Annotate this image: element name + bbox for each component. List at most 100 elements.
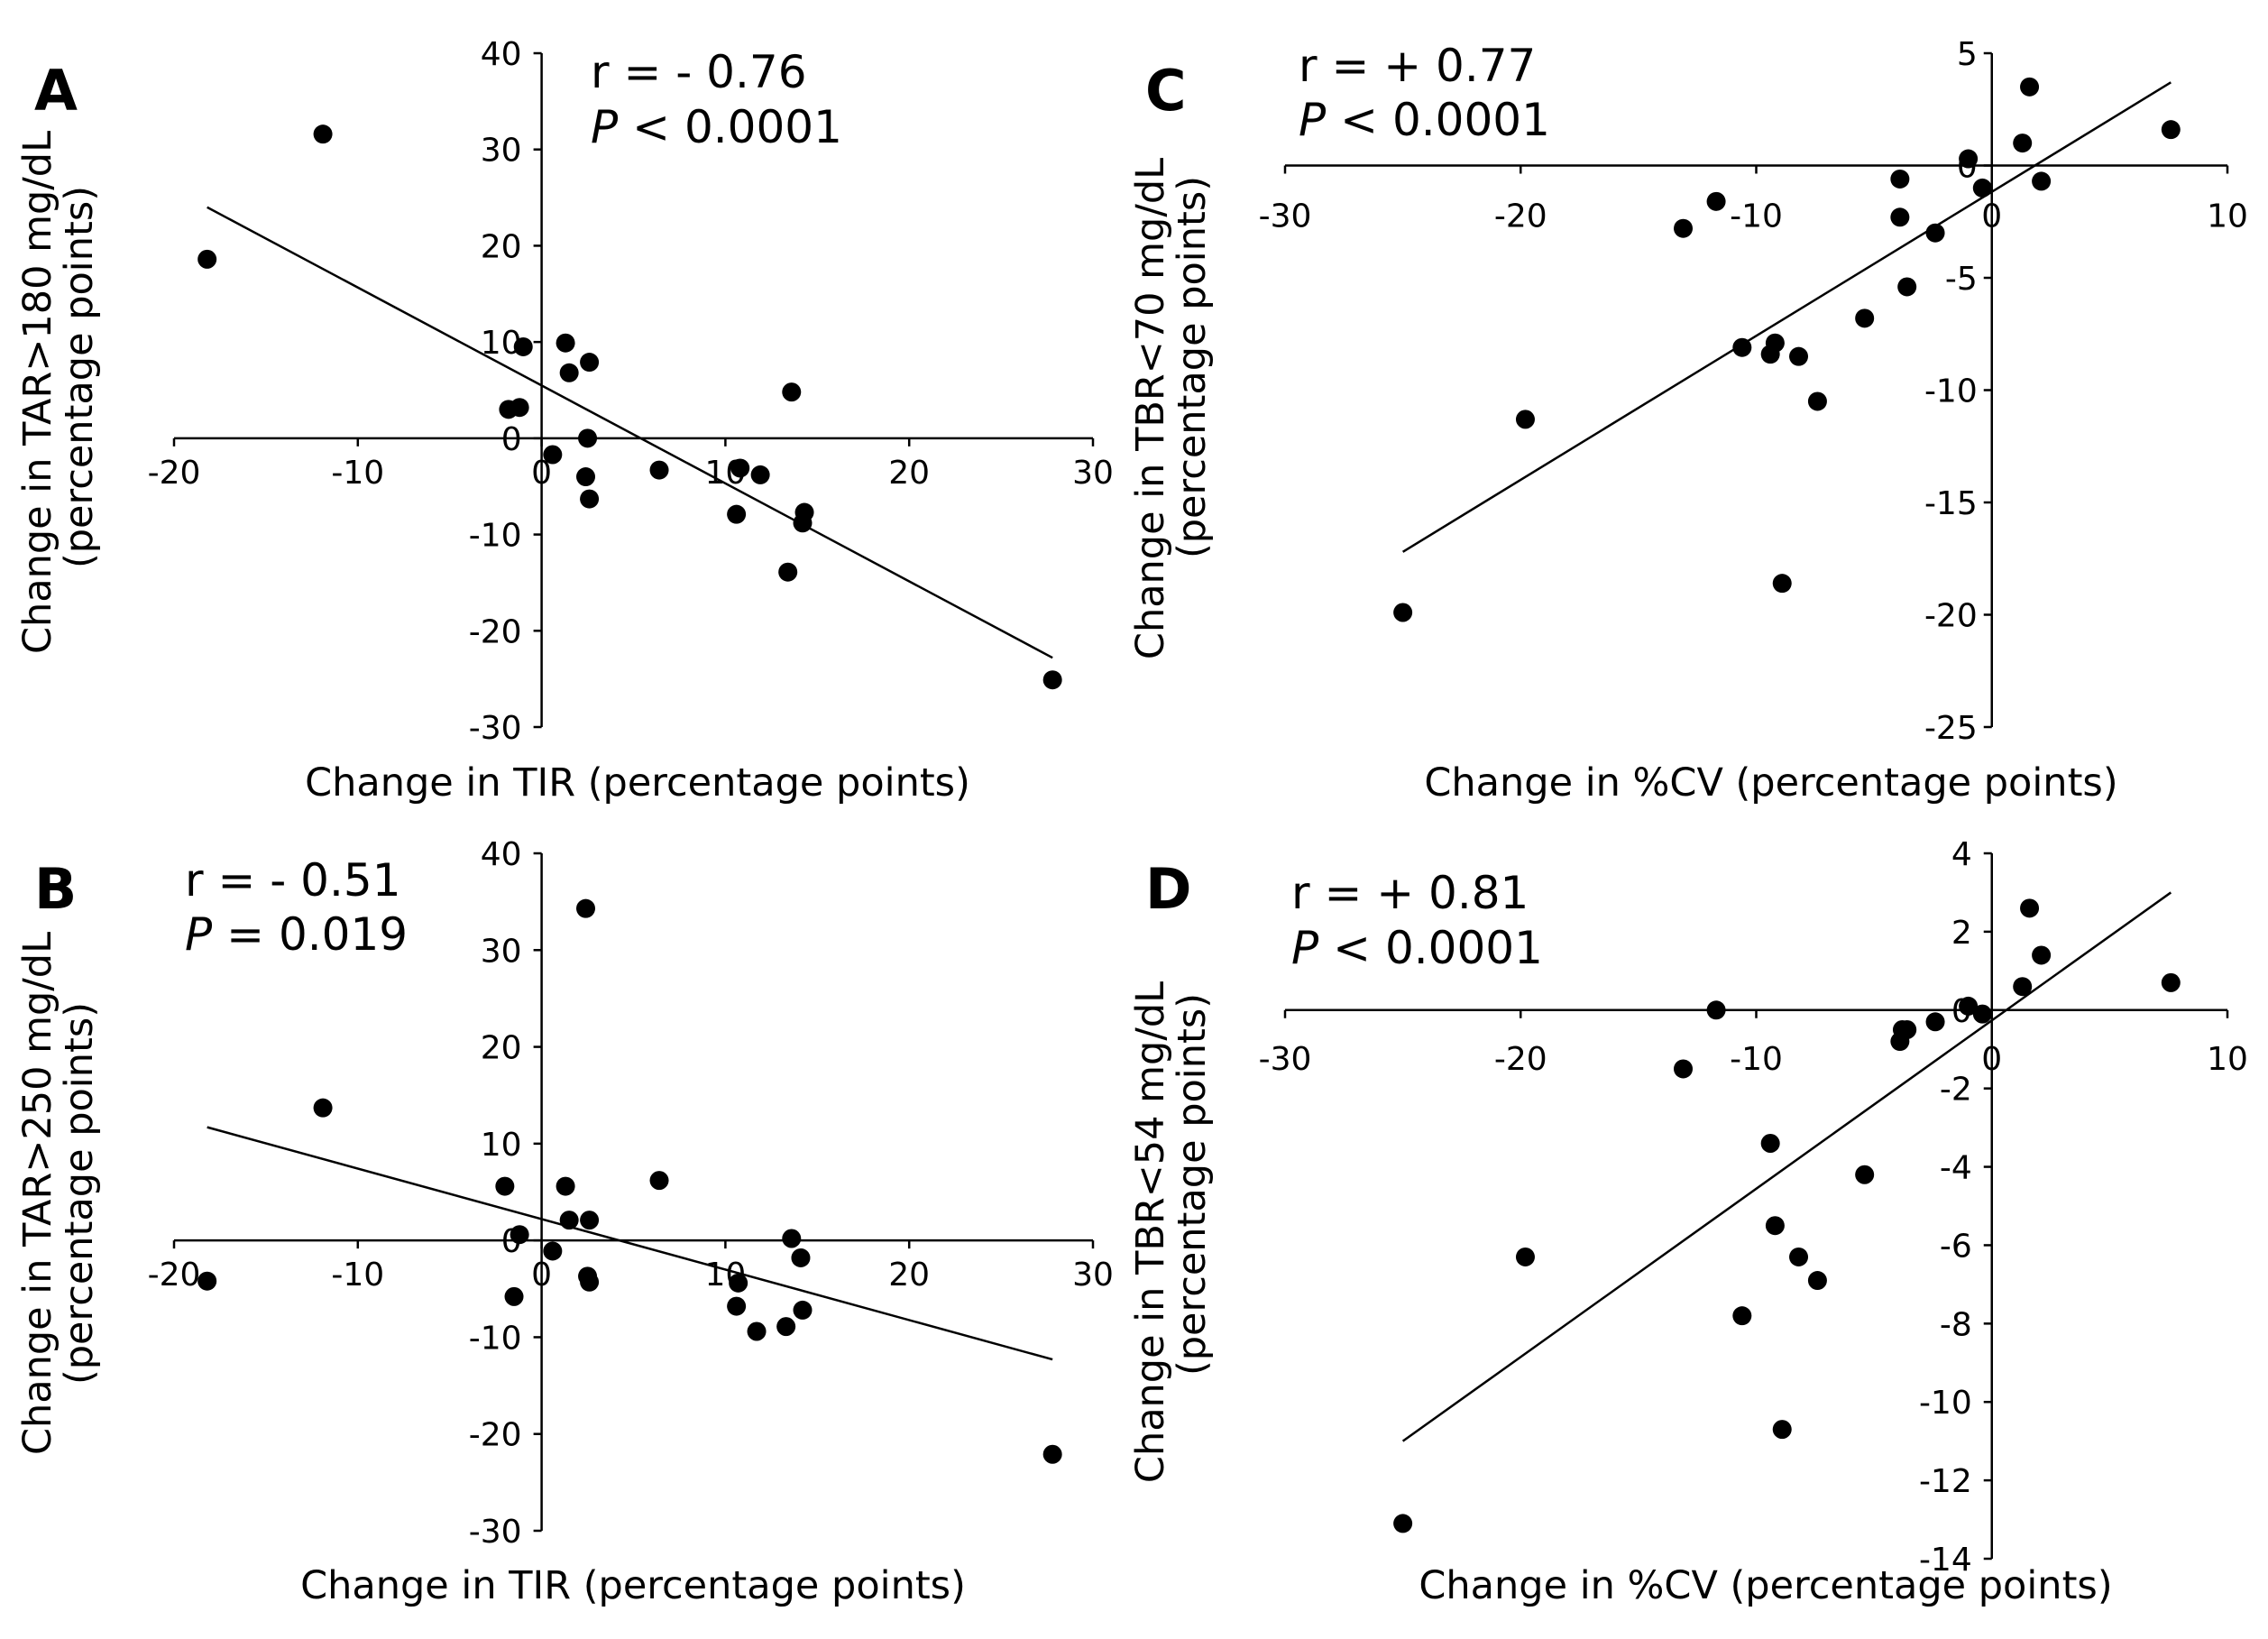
y-axis-title: Change in TBR<70 mg/dL xyxy=(1128,158,1173,659)
panel-letter: B xyxy=(34,856,77,922)
data-point xyxy=(495,1176,515,1196)
y-tick-label: 40 xyxy=(481,836,522,873)
data-point xyxy=(776,1317,796,1337)
data-point xyxy=(556,1176,575,1196)
data-point xyxy=(1732,337,1752,357)
data-point xyxy=(782,382,802,402)
y-axis-title: Change in TAR>250 mg/dL xyxy=(15,932,60,1455)
x-tick-label: -20 xyxy=(148,455,201,492)
data-point xyxy=(2161,972,2181,992)
correlation-r: r = - 0.76 xyxy=(591,46,807,98)
data-point xyxy=(1772,574,1792,594)
data-point xyxy=(1890,207,1910,227)
data-point xyxy=(2032,945,2052,965)
data-point xyxy=(1765,1216,1785,1236)
data-point xyxy=(197,1271,217,1291)
data-point xyxy=(578,428,598,448)
p-value: P < 0.0001 xyxy=(1299,94,1550,146)
data-point xyxy=(649,460,669,480)
data-point xyxy=(1674,1059,1694,1079)
y-tick-label: 2 xyxy=(1951,915,1972,952)
data-point xyxy=(576,467,596,487)
y-tick-label: -10 xyxy=(1924,373,1978,410)
y-axis-title: Change in TAR>180 mg/dL xyxy=(15,131,60,654)
data-point xyxy=(1515,410,1535,429)
data-point xyxy=(1706,191,1726,211)
y-tick-label: -20 xyxy=(469,613,522,650)
x-tick-label: 0 xyxy=(1981,198,2002,235)
data-point xyxy=(1807,1271,1827,1291)
data-point xyxy=(580,353,600,373)
y-tick-label: -2 xyxy=(1940,1072,1972,1109)
y-tick-label: -30 xyxy=(469,1514,522,1551)
regression-line xyxy=(1401,891,2172,1442)
data-point xyxy=(580,1211,600,1230)
data-point xyxy=(556,333,575,353)
data-point xyxy=(1042,1444,1062,1464)
x-tick-label: -20 xyxy=(148,1257,201,1294)
data-point xyxy=(197,249,217,269)
data-point xyxy=(791,1248,811,1267)
data-point xyxy=(2020,898,2040,918)
y-tick-label: -10 xyxy=(469,1320,522,1357)
data-point xyxy=(504,1286,524,1306)
data-point xyxy=(2013,134,2033,153)
data-point xyxy=(649,1171,669,1191)
x-axis-title: Change in %CV (percentage points) xyxy=(1424,760,2117,806)
y-tick-label: -5 xyxy=(1945,261,1978,298)
correlation-r: r = + 0.81 xyxy=(1291,867,1529,919)
data-point xyxy=(543,1241,563,1261)
p-value-text: = 0.019 xyxy=(226,908,408,961)
panel-letter: D xyxy=(1145,856,1191,922)
data-point xyxy=(1807,391,1827,411)
data-point xyxy=(1760,1133,1780,1153)
y-tick-label: 5 xyxy=(1957,36,1978,73)
p-value: P < 0.0001 xyxy=(1291,922,1543,974)
x-tick-label: 10 xyxy=(2207,198,2248,235)
x-tick-label: 30 xyxy=(1072,1257,1114,1294)
data-point xyxy=(1732,1306,1752,1326)
y-tick-label: -10 xyxy=(1919,1385,1972,1422)
y-tick-label: -25 xyxy=(1924,710,1978,747)
p-value-letter: P xyxy=(1299,94,1327,146)
data-point xyxy=(1897,277,1917,297)
x-axis-title: Change in TIR (percentage points) xyxy=(300,1563,966,1608)
data-point xyxy=(580,489,600,509)
y-axis-subtitle: (percentage points) xyxy=(57,1002,102,1385)
x-axis-title: Change in TIR (percentage points) xyxy=(305,760,970,806)
x-axis-title: Change in %CV (percentage points) xyxy=(1419,1563,2112,1608)
y-axis-subtitle: (percentage points) xyxy=(57,186,102,568)
x-tick-label: -10 xyxy=(331,1257,384,1294)
data-point xyxy=(778,562,798,582)
x-tick-label: 0 xyxy=(1981,1041,2002,1078)
y-tick-label: 30 xyxy=(481,133,522,170)
regression-line xyxy=(207,206,1053,659)
data-point xyxy=(1855,1165,1875,1184)
data-point xyxy=(730,458,750,478)
x-tick-label: 10 xyxy=(2207,1041,2248,1078)
data-point xyxy=(750,465,770,484)
data-point xyxy=(1765,333,1785,353)
y-tick-label: 40 xyxy=(481,36,522,73)
data-point xyxy=(1515,1247,1535,1266)
data-point xyxy=(727,1296,747,1316)
data-point xyxy=(1890,169,1910,189)
data-point xyxy=(793,513,813,533)
data-point xyxy=(2032,171,2052,191)
x-tick-label: 30 xyxy=(1072,455,1114,492)
y-tick-label: -14 xyxy=(1919,1542,1972,1579)
data-point xyxy=(1972,1004,1992,1024)
data-point xyxy=(1925,223,1945,243)
p-value-letter: P xyxy=(185,908,213,961)
p-value-text: < 0.0001 xyxy=(632,101,842,153)
p-value-letter: P xyxy=(1291,922,1319,974)
data-point xyxy=(2161,120,2181,140)
data-point xyxy=(793,1300,813,1320)
data-point xyxy=(559,1211,579,1230)
x-tick-label: -10 xyxy=(1730,1041,1783,1078)
x-tick-label: -20 xyxy=(1494,198,1547,235)
data-point xyxy=(313,1098,333,1118)
